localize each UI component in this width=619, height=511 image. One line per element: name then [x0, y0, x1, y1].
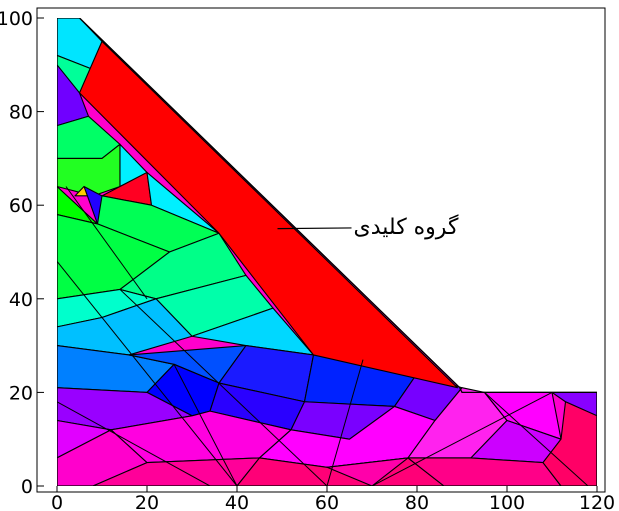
x-axis: 0 20 40 60 80 100 120 [51, 486, 615, 511]
polygon-mesh [57, 18, 597, 486]
mesh-edge-1 [57, 261, 238, 486]
mesh-region-pink-5 [326, 457, 409, 486]
y-tick-label: 20 [9, 382, 33, 404]
y-tick-label: 0 [21, 476, 33, 498]
annotation-label: گروه کلیدی [354, 214, 459, 240]
x-tick-label: 40 [225, 492, 249, 511]
x-tick-label: 120 [579, 492, 615, 511]
key-group-annotation: گروه کلیدی [277, 214, 459, 240]
plot-frame [36, 7, 606, 493]
y-tick-label: 60 [9, 195, 33, 217]
y-axis: 0 20 40 60 80 100 [0, 8, 44, 498]
domain-outline [57, 18, 597, 486]
x-tick-label: 20 [135, 492, 159, 511]
mesh-edge-6 [173, 364, 238, 486]
mesh-edge-4 [326, 359, 364, 486]
y-tick-label: 100 [0, 8, 33, 30]
mesh-region-pink-4 [542, 401, 597, 486]
mesh-edge-3 [57, 401, 211, 486]
annotation-leader-line [277, 227, 352, 230]
x-tick-label: 60 [315, 492, 339, 511]
x-tick-label: 80 [405, 492, 429, 511]
mesh-key-group [78, 40, 459, 389]
y-tick-label: 80 [9, 102, 33, 124]
x-tick-label: 0 [51, 492, 63, 511]
mesh-edge-0 [65, 186, 148, 300]
mesh-extra-lines [57, 18, 597, 486]
x-tick-label: 100 [489, 492, 525, 511]
mesh-edge-5 [371, 391, 553, 486]
mesh-edge-7 [484, 392, 589, 486]
mesh-edge-2 [119, 289, 328, 486]
y-tick-label: 40 [9, 289, 33, 311]
